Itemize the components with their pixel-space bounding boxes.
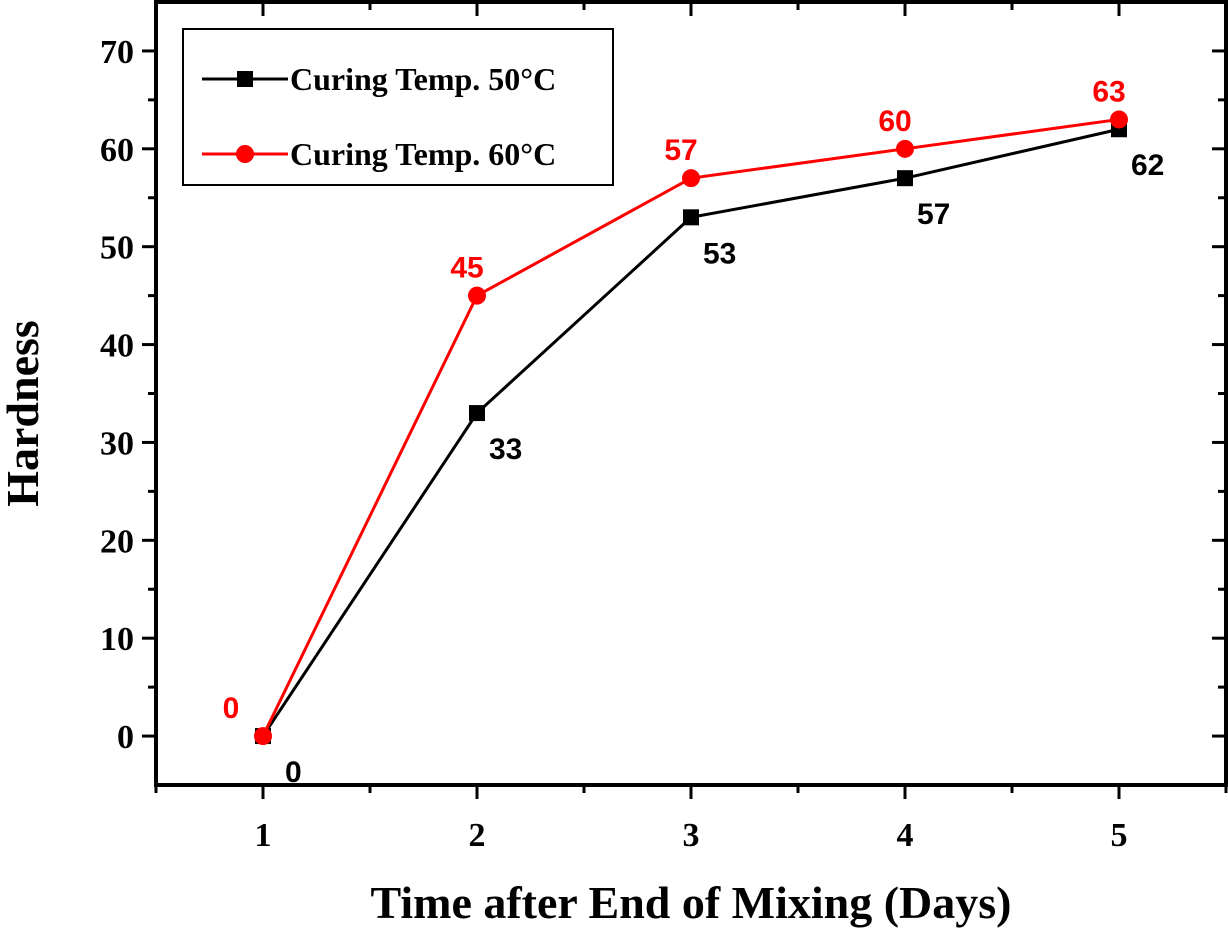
data-label: 62 — [1131, 149, 1164, 182]
data-point-circle — [1110, 110, 1128, 129]
data-label: 0 — [223, 692, 240, 725]
y-axis-title: Hardness — [0, 320, 48, 507]
legend: Curing Temp. 50°C Curing Temp. 60°C — [182, 28, 614, 186]
legend-square-marker-icon — [237, 71, 253, 87]
x-tick-label: 3 — [683, 817, 700, 854]
series-layer — [254, 110, 1128, 746]
x-axis-title: Time after End of Mixing (Days) — [371, 877, 1012, 928]
data-point-circle — [254, 727, 272, 746]
legend-label: Curing Temp. 60°C — [290, 136, 556, 172]
data-point-square — [469, 405, 485, 422]
legend-box — [182, 28, 614, 186]
data-label: 33 — [489, 433, 522, 466]
data-label: 57 — [664, 134, 697, 167]
data-point-circle — [468, 286, 486, 305]
data-point-circle — [682, 169, 700, 188]
data-label: 45 — [450, 252, 483, 285]
data-point-circle — [896, 139, 914, 158]
y-tick-label: 30 — [100, 425, 134, 462]
data-point-square — [897, 170, 913, 187]
data-label: 57 — [917, 198, 950, 231]
data-labels: 0 33 53 57 62 0 45 57 60 63 — [223, 75, 1165, 789]
data-point-square — [683, 209, 699, 226]
legend-item-2: Curing Temp. 60°C — [202, 136, 556, 172]
x-tick-label: 4 — [897, 817, 914, 854]
y-axis-ticks: 0 10 20 30 40 50 60 70 — [100, 34, 1226, 756]
x-tick-label: 5 — [1111, 817, 1128, 854]
data-label: 63 — [1092, 75, 1125, 108]
legend-circle-marker-icon — [236, 145, 254, 163]
data-label: 53 — [703, 237, 736, 270]
y-tick-label: 50 — [100, 230, 134, 267]
data-label: 60 — [878, 105, 911, 138]
legend-item-1: Curing Temp. 50°C — [202, 61, 556, 97]
y-tick-label: 10 — [100, 621, 134, 658]
y-tick-label: 40 — [100, 328, 134, 365]
y-tick-label: 20 — [100, 523, 134, 560]
y-tick-label: 70 — [100, 34, 134, 71]
y-tick-label: 0 — [117, 719, 134, 756]
y-tick-label: 60 — [100, 132, 134, 169]
x-tick-label: 2 — [469, 817, 486, 854]
series-1 — [255, 121, 1127, 745]
x-tick-label: 1 — [255, 817, 272, 854]
data-label: 0 — [285, 756, 302, 789]
legend-label: Curing Temp. 50°C — [290, 61, 556, 97]
series-2 — [254, 110, 1128, 746]
